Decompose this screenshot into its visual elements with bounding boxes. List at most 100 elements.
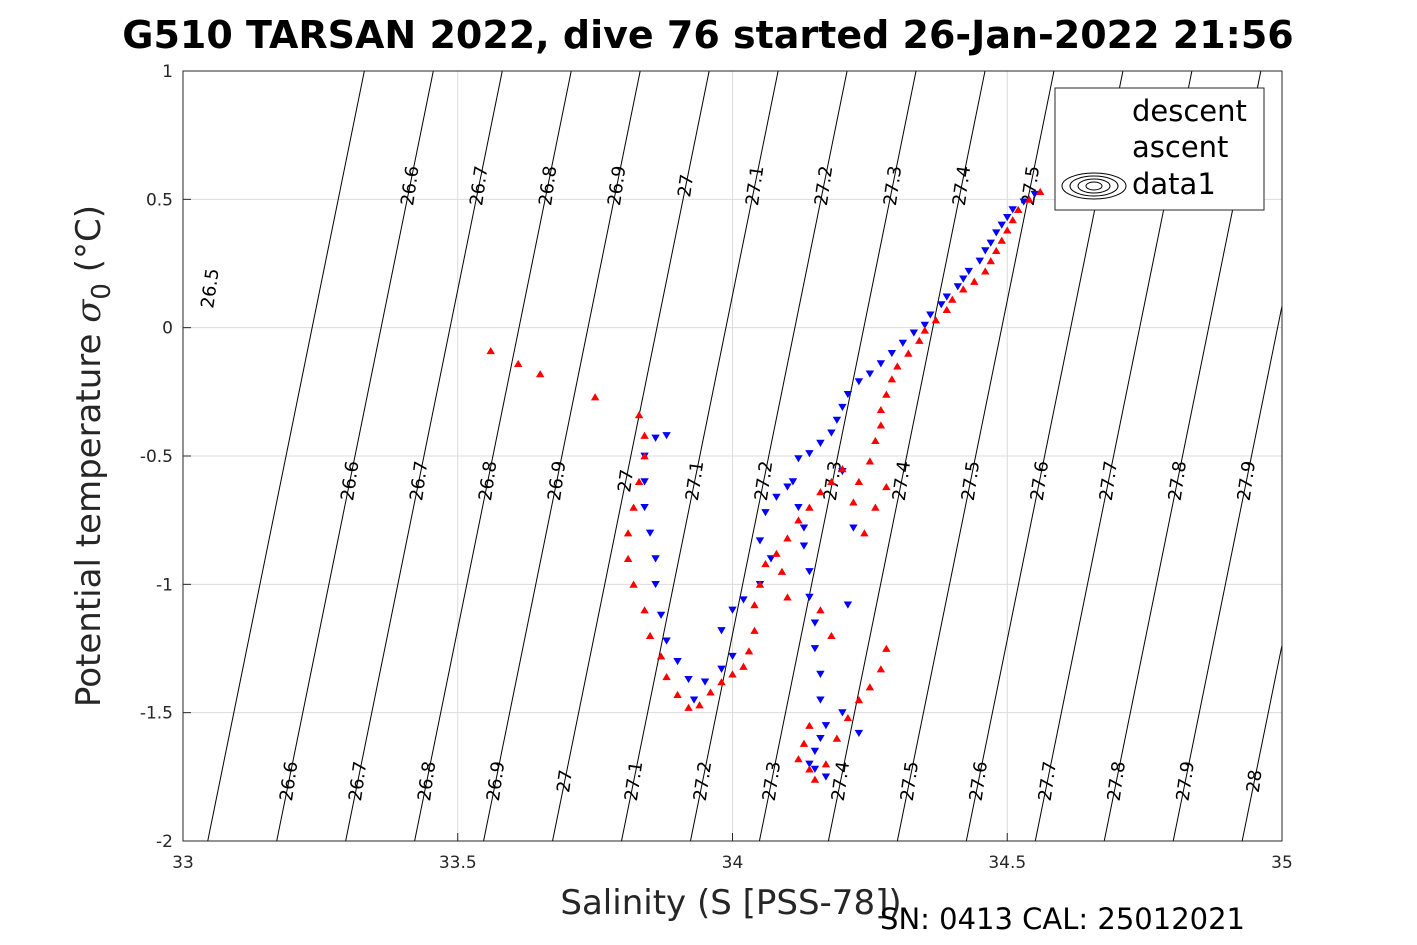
ascent-point	[623, 554, 633, 563]
ascent-point	[673, 690, 682, 699]
ascent-point	[865, 457, 875, 465]
isopycnal-line	[758, 71, 917, 841]
x-tick-label: 34.5	[988, 853, 1026, 873]
descent-point	[854, 729, 864, 737]
chart-title: G510 TARSAN 2022, dive 76 started 26-Jan…	[122, 13, 1293, 57]
ascent-point	[992, 246, 1001, 255]
ascent-point	[986, 257, 995, 265]
contour-label: 28	[1304, 468, 1328, 494]
ascent-point	[805, 721, 814, 729]
descent-point	[799, 524, 809, 532]
ascent-point	[942, 305, 952, 314]
ascent-point	[717, 678, 726, 686]
descent-point	[997, 221, 1006, 229]
descent-point	[651, 434, 660, 442]
descent-point	[640, 503, 649, 512]
ascent-point	[882, 644, 891, 652]
ascent-point	[629, 503, 638, 511]
descent-point	[794, 503, 803, 512]
descent-point	[799, 542, 809, 550]
ascent-point	[821, 760, 831, 768]
descent-point	[1019, 198, 1028, 206]
ascent-point	[1003, 226, 1012, 234]
ascent-point	[739, 662, 748, 670]
y-tick-label: -1.5	[140, 704, 173, 724]
ascent-point	[645, 631, 655, 640]
x-axis-label: Salinity (S [PSS-78])	[560, 883, 901, 923]
descent-point	[772, 493, 781, 501]
ascent-point	[783, 534, 792, 542]
descent-point	[794, 455, 803, 463]
descent-point	[920, 321, 930, 329]
descent-point	[959, 275, 968, 283]
ascent-point	[728, 670, 737, 678]
descent-point	[728, 652, 737, 660]
descent-point	[673, 657, 682, 666]
descent-point	[816, 670, 825, 678]
ascent-point	[981, 267, 990, 275]
descent-point	[755, 537, 765, 545]
descent-point	[981, 247, 990, 255]
ascent-point	[849, 498, 858, 506]
ascent-point	[865, 683, 875, 691]
legend-contour-icon	[1061, 172, 1127, 200]
descent-point	[761, 509, 770, 517]
descent-point	[783, 483, 792, 491]
ascent-point	[970, 277, 979, 285]
ascent-point	[887, 375, 897, 383]
y-tick-label: -2	[156, 832, 173, 852]
contour-label: 27	[553, 768, 577, 794]
descent-point	[1008, 206, 1017, 214]
ascent-point	[750, 626, 759, 634]
ascent-point	[805, 765, 814, 773]
descent-point	[953, 283, 962, 291]
descent-point	[1003, 213, 1012, 222]
descent-point	[821, 773, 831, 781]
ascent-point	[1036, 187, 1045, 195]
ascent-point	[783, 593, 792, 601]
ascent-point	[1008, 216, 1017, 224]
descent-point	[810, 747, 820, 755]
ascent-point	[832, 734, 842, 742]
descent-point	[1030, 190, 1039, 198]
y-axis-label: Potential temperature σ0 (°C)	[69, 205, 117, 707]
ascent-point	[656, 652, 666, 660]
isopycnal-line	[276, 71, 434, 841]
descent-point	[832, 416, 842, 424]
y-tick-label: 1	[162, 62, 173, 82]
legend-box	[1054, 87, 1265, 211]
ascent-point	[513, 359, 523, 367]
isopycnal-line	[827, 71, 986, 841]
ascent-point	[640, 606, 649, 614]
descent-point	[689, 696, 699, 704]
ascent-point	[772, 549, 781, 557]
ascent-point	[590, 393, 600, 401]
descent-point	[827, 429, 836, 437]
ascent-point	[838, 465, 847, 473]
ascent-point	[860, 529, 869, 537]
data-points	[486, 109, 1099, 783]
ascent-point	[1025, 195, 1034, 203]
ascent-point	[827, 631, 836, 640]
contour-label: 27	[674, 173, 698, 199]
descent-point	[838, 403, 847, 412]
descent-point	[805, 568, 814, 576]
descent-point	[816, 696, 825, 704]
descent-point	[717, 627, 726, 635]
descent-point	[816, 734, 825, 743]
descent-point	[909, 329, 919, 337]
isopycnal-line	[483, 71, 641, 841]
ascent-point	[876, 665, 886, 673]
ascent-point	[893, 362, 902, 370]
legend-label-data1: data1	[1132, 167, 1216, 201]
descent-point	[640, 478, 649, 486]
ascent-point	[931, 316, 941, 324]
descent-point	[700, 678, 710, 686]
descent-point	[964, 267, 973, 275]
ascent-point	[948, 295, 957, 303]
x-tick-label: 33	[172, 853, 194, 873]
descent-point	[898, 339, 908, 347]
ascent-point	[854, 696, 864, 704]
